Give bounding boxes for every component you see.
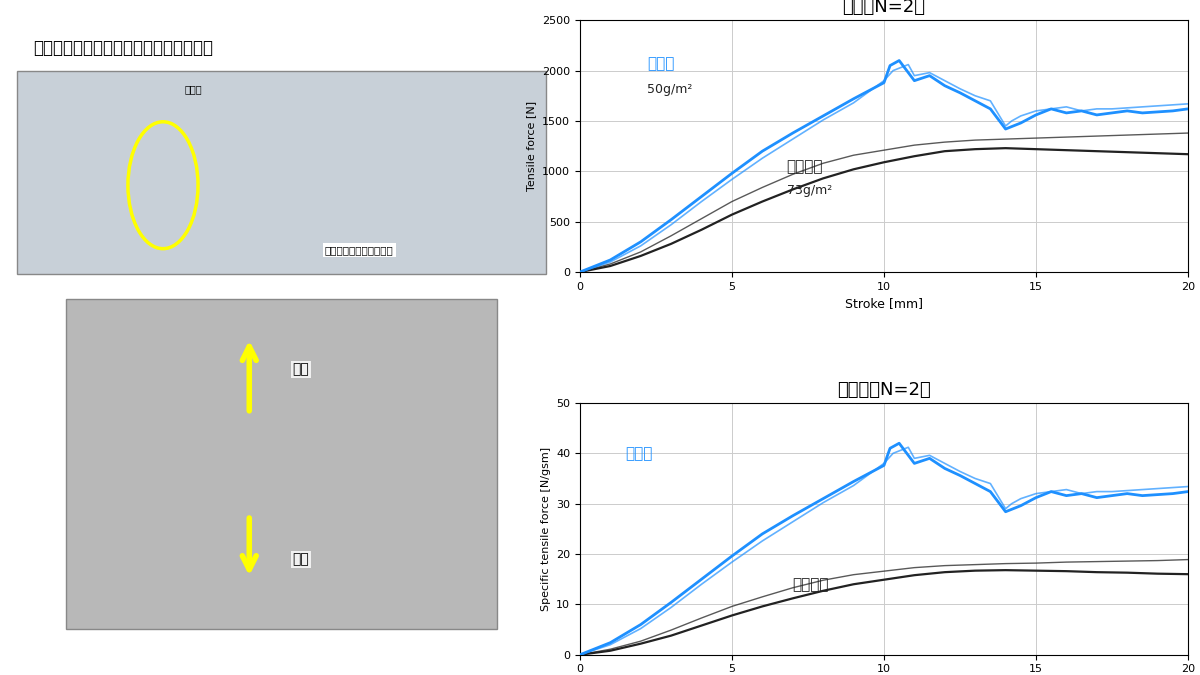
Text: 新基材: 新基材 (625, 446, 653, 461)
Title: 強度（N=2）: 強度（N=2） (842, 0, 925, 16)
Text: 従来基材: 従来基材 (787, 159, 823, 174)
Text: 縫製部: 縫製部 (185, 84, 202, 94)
Text: 73g/m²: 73g/m² (787, 184, 832, 198)
Text: 新基材: 新基材 (647, 57, 674, 72)
Text: 従来基材: 従来基材 (793, 577, 829, 592)
Text: 引張: 引張 (293, 362, 310, 376)
Y-axis label: Tensile force [N]: Tensile force [N] (527, 101, 536, 191)
Y-axis label: Specific tensile force [N/gsm]: Specific tensile force [N/gsm] (540, 447, 551, 611)
Text: 引張: 引張 (293, 553, 310, 566)
Text: 縫製部の引張試験（チューブ長手方向）: 縫製部の引張試験（チューブ長手方向） (34, 39, 214, 57)
Bar (66, 300, 497, 629)
X-axis label: Stroke [mm]: Stroke [mm] (845, 297, 923, 310)
Text: インフレータブル供試体: インフレータブル供試体 (325, 245, 394, 255)
Text: 50g/m²: 50g/m² (647, 83, 692, 96)
Title: 比強度（N=2）: 比強度（N=2） (838, 381, 931, 399)
Bar (17, 71, 546, 274)
